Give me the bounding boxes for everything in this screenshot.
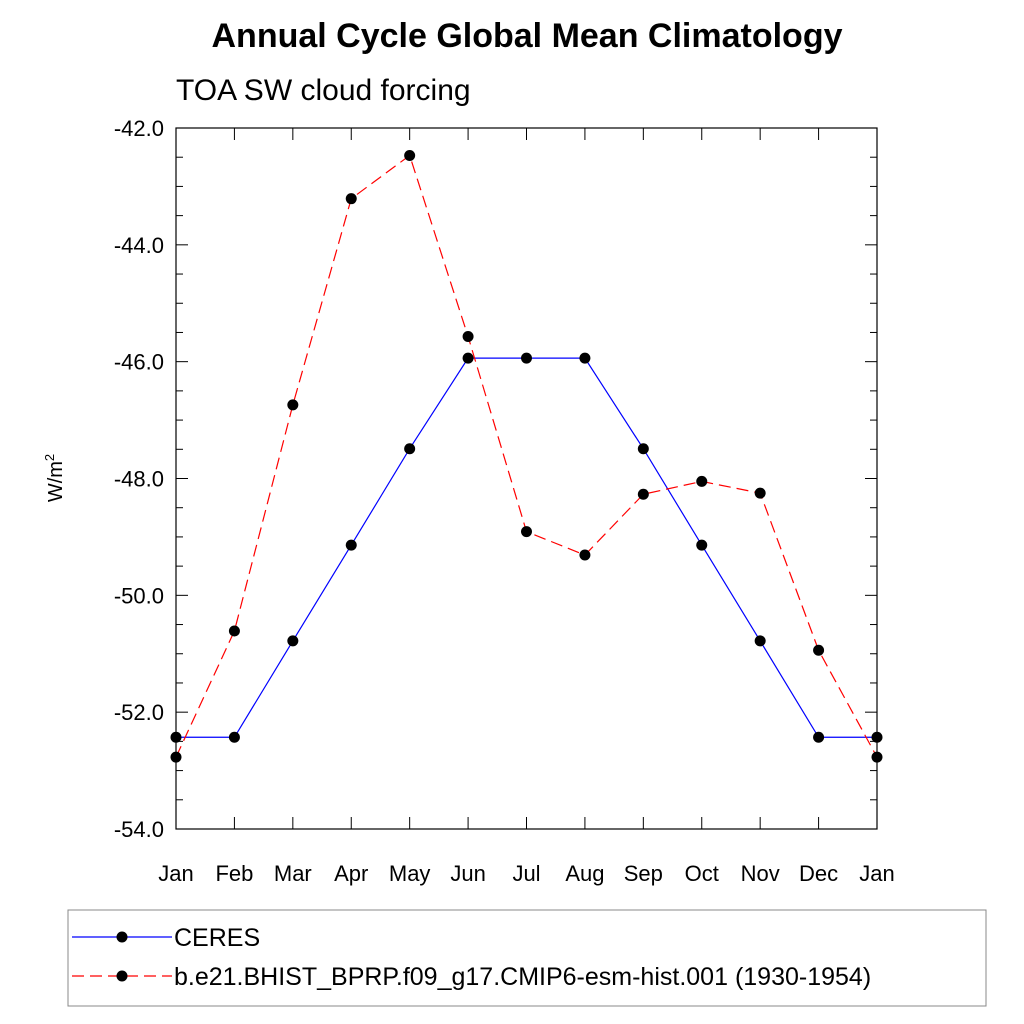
x-tick-label: Sep — [624, 861, 663, 886]
y-tick-label: -50.0 — [114, 583, 164, 608]
series-2-point — [521, 526, 532, 538]
series-2-point — [462, 331, 474, 343]
series-1-point — [813, 731, 825, 743]
legend-label-1: CERES — [174, 924, 260, 952]
series-1-point — [521, 352, 532, 364]
series-1-point — [637, 443, 649, 455]
series-2-point — [637, 488, 649, 500]
x-tick-label: Oct — [685, 861, 719, 886]
x-tick-label: Apr — [334, 861, 368, 886]
x-tick-label: Dec — [799, 861, 838, 886]
series-1-point — [404, 443, 416, 455]
y-tick-label: -44.0 — [114, 233, 164, 258]
svg-text:W/m2: W/m2 — [42, 454, 67, 502]
series-2-point — [754, 487, 766, 499]
legend-marker-1 — [116, 931, 128, 943]
chart-title: Annual Cycle Global Mean Climatology — [212, 17, 843, 55]
x-tick-label: Nov — [741, 861, 780, 886]
series-2-point — [287, 399, 299, 411]
series-1-point — [287, 635, 299, 647]
series-1-point — [345, 539, 357, 551]
legend-label-2: b.e21.BHIST_BPRP.f09_g17.CMIP6-esm-hist.… — [174, 963, 871, 991]
series-line-2 — [175, 154, 878, 758]
y-tick-label: -48.0 — [114, 467, 164, 492]
y-axis-label-text: W/m — [45, 461, 67, 502]
series-2-point — [170, 751, 182, 763]
x-tick-label: May — [389, 861, 431, 886]
series-1-point — [579, 352, 591, 364]
series-1-point — [462, 352, 474, 364]
series-2-point — [404, 149, 416, 161]
plot-frame — [175, 127, 878, 830]
series-2-point — [871, 751, 883, 763]
series-1-point — [170, 731, 182, 743]
chart-subtitle: TOA SW cloud forcing — [176, 74, 471, 107]
series-1-point — [754, 635, 766, 647]
series-2-point — [579, 549, 591, 561]
legend-box — [67, 909, 987, 1007]
y-axis-label: W/m2 — [42, 454, 67, 502]
x-tick-label: Jan — [158, 861, 193, 886]
y-tick-label: -46.0 — [114, 350, 164, 375]
y-tick-label: -54.0 — [114, 817, 164, 842]
legend: CERES b.e21.BHIST_BPRP.f09_g17.CMIP6-esm-… — [67, 909, 987, 1007]
x-tick-label: Jan — [859, 861, 894, 886]
series-line-1 — [176, 357, 877, 738]
series-1-point — [871, 731, 883, 743]
plot-area: -54.0 -52.0 -50.0 -48.0 -46.0 -44.0 -42.0 Jan Fe… — [114, 116, 895, 886]
series-2-point — [813, 644, 825, 656]
series-2-point — [696, 475, 708, 487]
x-tick-label: Jul — [512, 861, 540, 886]
y-axis-label-superscript: 2 — [42, 454, 57, 461]
legend-marker-2 — [116, 970, 128, 982]
y-tick-label: -42.0 — [114, 116, 164, 141]
x-tick-label: Feb — [215, 861, 253, 886]
series-2-point — [345, 193, 357, 205]
x-tick-label: Mar — [274, 861, 312, 886]
series-1-point — [228, 731, 240, 743]
x-tick-label: Jun — [450, 861, 485, 886]
y-tick-label: -52.0 — [114, 700, 164, 725]
series-2-point — [228, 625, 240, 637]
x-tick-label: Aug — [565, 861, 604, 886]
series-1-point — [696, 539, 708, 551]
